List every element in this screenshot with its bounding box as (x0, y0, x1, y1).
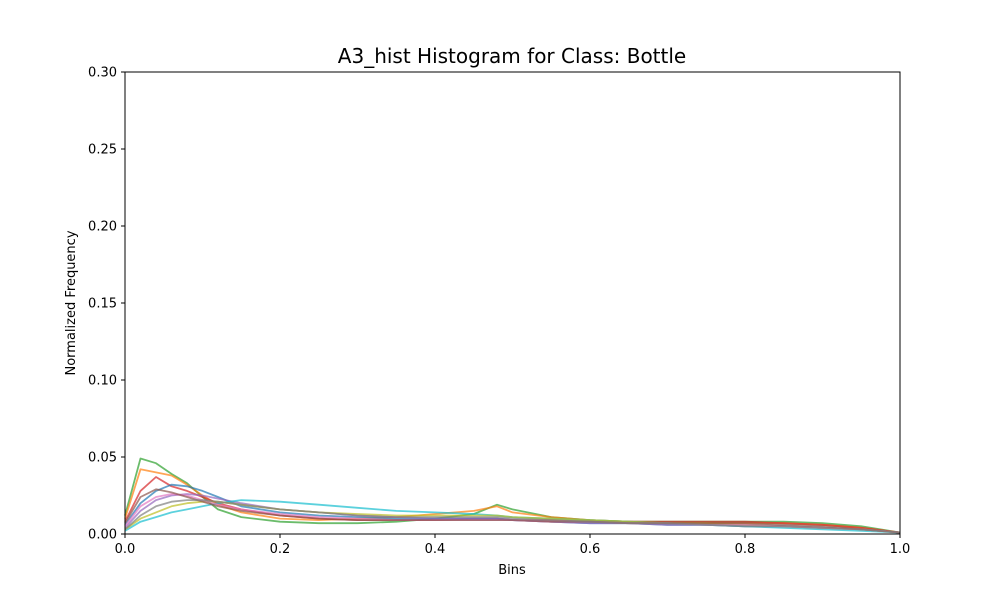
y-tick-label: 0.10 (88, 374, 117, 389)
series-line-1 (124, 457, 901, 534)
y-axis-ticks: 0.00 0.05 0.10 0.15 0.20 0.25 0.30 (88, 66, 125, 543)
x-axis-label: Bins (498, 563, 526, 578)
y-tick-label: 0.30 (88, 66, 117, 81)
y-tick-label: 0.20 (88, 220, 117, 235)
y-axis-label: Normalized Frequency (64, 230, 79, 375)
x-tick-label: 0.4 (425, 542, 446, 557)
y-tick-label: 0.05 (88, 451, 117, 466)
x-tick-label: 1.0 (890, 542, 911, 557)
plot-frame (124, 71, 901, 535)
y-tick-label: 0.00 (88, 528, 117, 543)
series-line-9 (124, 488, 901, 534)
chart-title: A3_hist Histogram for Class: Bottle (338, 44, 686, 68)
x-tick-label: 0.8 (735, 542, 756, 557)
x-tick-label: 0.2 (270, 542, 291, 557)
x-axis-ticks: 0.0 0.2 0.4 0.6 0.8 1.0 (115, 534, 911, 557)
x-tick-label: 0.6 (580, 542, 601, 557)
y-tick-label: 0.25 (88, 143, 117, 158)
plot-lines (124, 457, 901, 534)
y-tick-label: 0.15 (88, 297, 117, 312)
x-tick-label: 0.0 (115, 542, 136, 557)
series-line-10 (124, 499, 901, 534)
